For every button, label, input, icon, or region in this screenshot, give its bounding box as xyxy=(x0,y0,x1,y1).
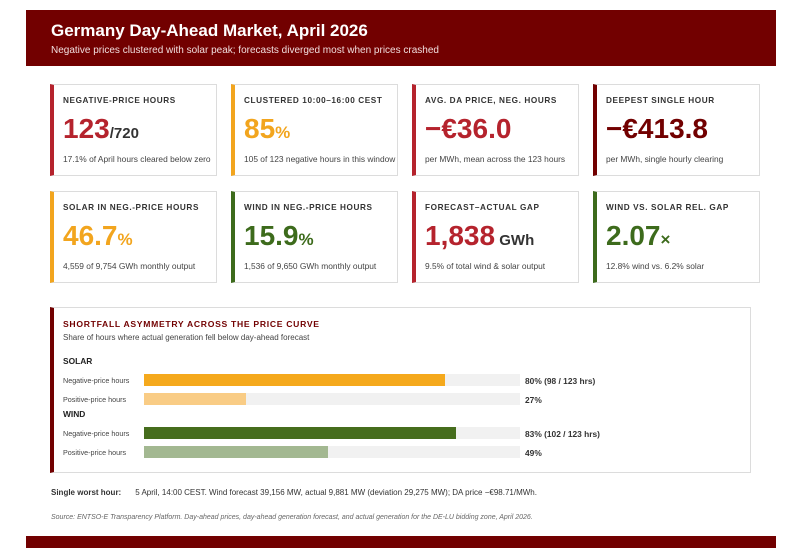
worst-hour-note: Single worst hour: 5 April, 14:00 CEST. W… xyxy=(51,488,537,497)
kpi-card-clustered-window: CLUSTERED 10:00–16:00 CEST 85% 105 of 12… xyxy=(231,84,398,176)
footer-bar xyxy=(26,536,776,548)
kpi-label: FORECAST–ACTUAL GAP xyxy=(425,203,540,212)
kpi-label: WIND IN NEG.-PRICE HOURS xyxy=(244,203,373,212)
bar-value-label: 80% (98 / 123 hrs) xyxy=(525,376,596,386)
kpi-value: −€413.8 xyxy=(606,113,708,144)
kpi-label: CLUSTERED 10:00–16:00 CEST xyxy=(244,96,383,105)
row-label: Positive-price hours xyxy=(63,448,127,457)
kpi-card-avg-da-price: AVG. DA PRICE, NEG. HOURS −€36.0 per MWh… xyxy=(412,84,579,176)
header-banner: Germany Day-Ahead Market, April 2026 Neg… xyxy=(26,10,776,66)
kpi-card-deepest-hour: DEEPEST SINGLE HOUR −€413.8 per MWh, sin… xyxy=(593,84,760,176)
row-label: Negative-price hours xyxy=(63,429,130,438)
kpi-note: per MWh, mean across the 123 hours xyxy=(425,154,566,164)
kpi-label: DEEPEST SINGLE HOUR xyxy=(606,96,715,105)
kpi-note: per MWh, single hourly clearing xyxy=(606,154,724,164)
shortfall-panel: SHORTFALL ASYMMETRY ACROSS THE PRICE CUR… xyxy=(50,307,751,473)
kpi-label: SOLAR IN NEG.-PRICE HOURS xyxy=(63,203,200,212)
page-subtitle: Negative prices clustered with solar pea… xyxy=(51,45,439,56)
bar-value-label: 27% xyxy=(525,395,542,405)
kpi-note: 12.8% wind vs. 6.2% solar xyxy=(606,261,705,271)
kpi-value: 46.7% xyxy=(63,220,133,251)
kpi-label: NEGATIVE-PRICE HOURS xyxy=(63,96,176,105)
kpi-card-solar-share: SOLAR IN NEG.-PRICE HOURS 46.7% 4,559 of… xyxy=(50,191,217,283)
group-label-solar: SOLAR xyxy=(63,356,93,366)
panel-subtitle: Share of hours where actual generation f… xyxy=(63,333,310,342)
bar-wind-negative xyxy=(144,427,457,439)
bar-track xyxy=(144,446,520,458)
kpi-value: 2.07× xyxy=(606,220,671,251)
group-label-wind: WIND xyxy=(63,409,86,419)
worst-hour-label: Single worst hour: xyxy=(51,488,122,497)
bar-value-label: 83% (102 / 123 hrs) xyxy=(525,429,600,439)
kpi-card-wind-share: WIND IN NEG.-PRICE HOURS 15.9% 1,536 of … xyxy=(231,191,398,283)
row-label: Positive-price hours xyxy=(63,395,127,404)
kpi-note: 105 of 123 negative hours in this window xyxy=(244,154,396,164)
panel-title: SHORTFALL ASYMMETRY ACROSS THE PRICE CUR… xyxy=(63,319,320,329)
kpi-note: 9.5% of total wind & solar output xyxy=(425,261,546,271)
kpi-value: 15.9% xyxy=(244,220,314,251)
bar-solar-negative xyxy=(144,374,445,386)
kpi-value: −€36.0 xyxy=(425,113,512,144)
kpi-note: 4,559 of 9,754 GWh monthly output xyxy=(63,261,196,271)
kpi-value: 123/720 xyxy=(63,113,139,144)
bar-track xyxy=(144,427,520,439)
kpi-note: 17.1% of April hours cleared below zero xyxy=(63,154,211,164)
kpi-label: AVG. DA PRICE, NEG. HOURS xyxy=(425,96,557,105)
bar-wind-positive xyxy=(144,446,329,458)
kpi-value: 1,838 GWh xyxy=(425,220,535,251)
row-label: Negative-price hours xyxy=(63,376,130,385)
kpi-label: WIND VS. SOLAR REL. GAP xyxy=(606,203,729,212)
bar-value-label: 49% xyxy=(525,448,542,458)
kpi-card-negative-price-hours: NEGATIVE-PRICE HOURS 123/720 17.1% of Ap… xyxy=(50,84,217,176)
kpi-note: 1,536 of 9,650 GWh monthly output xyxy=(244,261,377,271)
kpi-value: 85% xyxy=(244,113,291,144)
page-title: Germany Day-Ahead Market, April 2026 xyxy=(51,21,368,40)
bar-track xyxy=(144,393,520,405)
kpi-card-forecast-gap: FORECAST–ACTUAL GAP 1,838 GWh 9.5% of to… xyxy=(412,191,579,283)
worst-hour-text: 5 April, 14:00 CEST. Wind forecast 39,15… xyxy=(135,488,537,497)
bar-track xyxy=(144,374,520,386)
bar-solar-positive xyxy=(144,393,246,405)
kpi-card-relative-gap: WIND VS. SOLAR REL. GAP 2.07× 12.8% wind… xyxy=(593,191,760,283)
report-page: Germany Day-Ahead Market, April 2026 Neg… xyxy=(26,10,776,548)
source-note: Source: ENTSO-E Transparency Platform. D… xyxy=(51,514,533,521)
